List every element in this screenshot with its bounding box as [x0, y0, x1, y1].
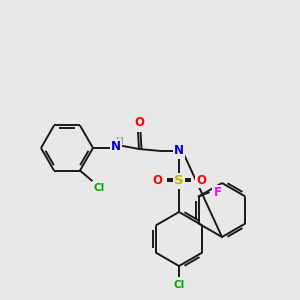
Text: Cl: Cl	[173, 280, 184, 290]
Text: O: O	[152, 173, 162, 187]
Text: O: O	[196, 173, 206, 187]
Text: H: H	[115, 137, 123, 146]
Text: Cl: Cl	[93, 182, 105, 193]
Text: F: F	[214, 186, 222, 199]
Text: N: N	[111, 140, 121, 152]
Text: O: O	[134, 116, 144, 130]
Text: S: S	[174, 175, 184, 188]
Text: N: N	[174, 145, 184, 158]
